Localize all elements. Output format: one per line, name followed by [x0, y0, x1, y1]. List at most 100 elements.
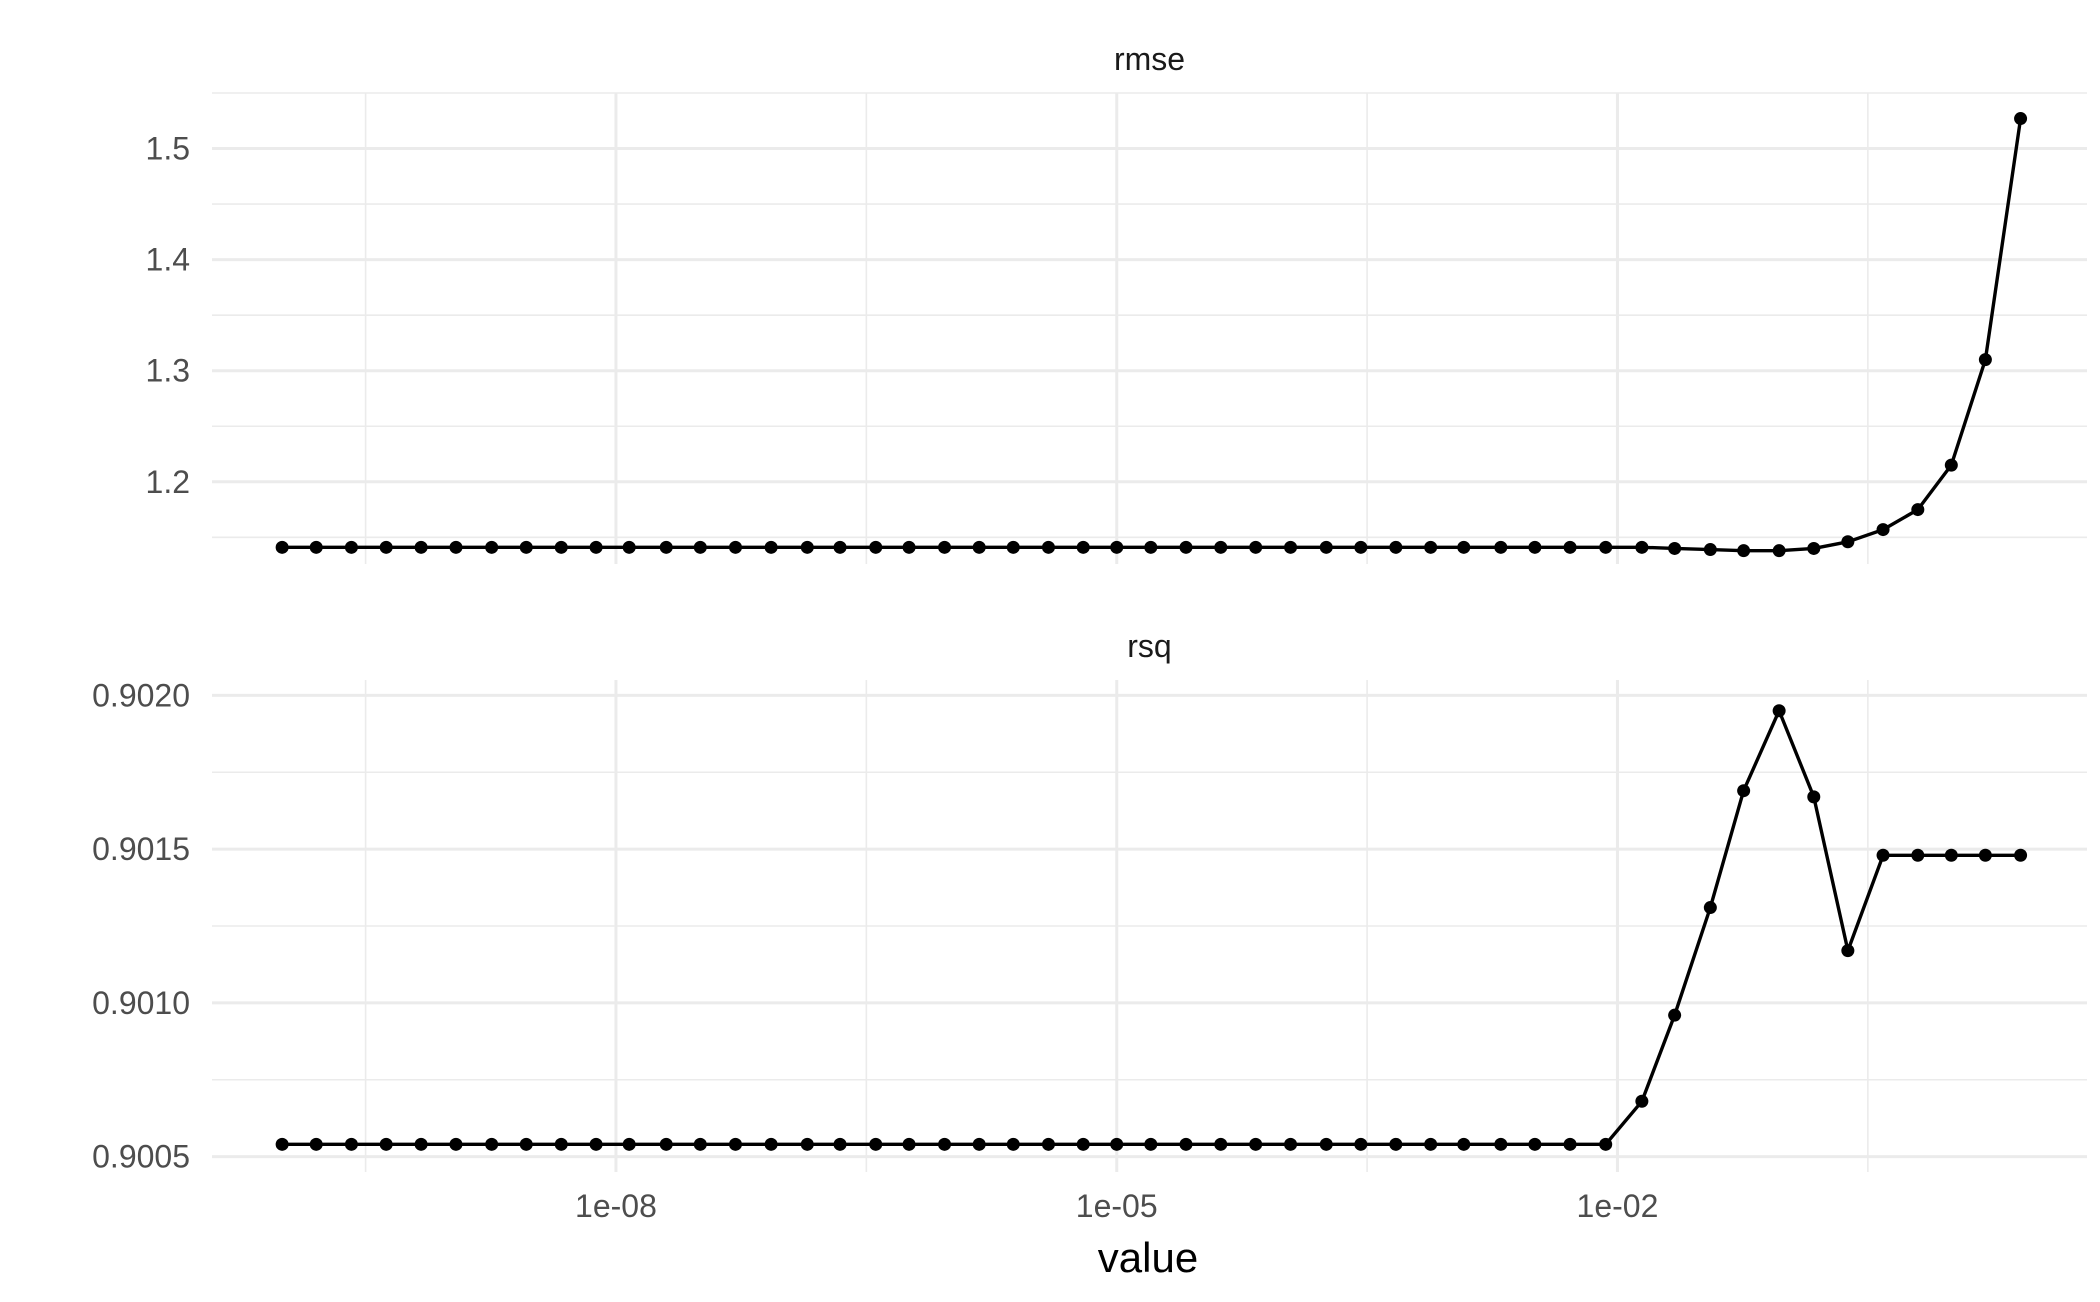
data-point: [1144, 540, 1158, 554]
data-point: [659, 1137, 673, 1151]
data-point: [938, 540, 952, 554]
data-point: [764, 540, 778, 554]
data-point: [1144, 1137, 1158, 1151]
y-tick-label: 0.9015: [92, 831, 190, 867]
data-point: [972, 1137, 986, 1151]
data-point: [1110, 1137, 1124, 1151]
data-point: [1703, 543, 1717, 557]
data-point: [693, 540, 707, 554]
data-point: [1911, 848, 1925, 862]
data-point: [1599, 540, 1613, 554]
data-point: [275, 540, 289, 554]
y-tick-label: 1.4: [146, 242, 190, 278]
data-point: [344, 1137, 358, 1151]
data-point: [1528, 540, 1542, 554]
y-tick-label: 0.9020: [92, 677, 190, 713]
data-point: [622, 540, 636, 554]
data-point: [1354, 1137, 1368, 1151]
data-point: [1737, 784, 1751, 798]
data-point: [728, 540, 742, 554]
data-point: [1284, 1137, 1298, 1151]
data-point: [589, 1137, 603, 1151]
x-axis-title: value: [1098, 1234, 1198, 1281]
data-point: [1494, 540, 1508, 554]
data-point: [1807, 790, 1821, 804]
data-point: [869, 1137, 883, 1151]
data-point: [379, 1137, 393, 1151]
x-tick-label: 1e-08: [575, 1188, 657, 1224]
data-point: [1214, 1137, 1228, 1151]
panel-title: rsq: [1127, 628, 1171, 664]
data-point: [554, 540, 568, 554]
data-point: [1457, 1137, 1471, 1151]
x-tick-label: 1e-05: [1076, 1188, 1158, 1224]
data-point: [1424, 1137, 1438, 1151]
data-point: [1249, 540, 1263, 554]
data-point: [869, 540, 883, 554]
data-point: [1876, 523, 1890, 537]
data-point: [1389, 540, 1403, 554]
data-point: [1006, 1137, 1020, 1151]
data-point: [833, 540, 847, 554]
data-point: [800, 1137, 814, 1151]
data-point: [1978, 848, 1992, 862]
data-point: [1179, 540, 1193, 554]
data-point: [1944, 848, 1958, 862]
data-point: [1876, 848, 1890, 862]
data-point: [309, 1137, 323, 1151]
data-point: [1978, 353, 1992, 367]
data-point: [1424, 540, 1438, 554]
data-point: [938, 1137, 952, 1151]
y-tick-label: 0.9005: [92, 1139, 190, 1175]
data-point: [1076, 540, 1090, 554]
data-point: [1737, 544, 1751, 558]
data-point: [1635, 1094, 1649, 1108]
y-tick-label: 0.9010: [92, 985, 190, 1021]
data-point: [1944, 458, 1958, 472]
data-point: [519, 540, 533, 554]
data-point: [1807, 541, 1821, 555]
data-point: [414, 1137, 428, 1151]
data-point: [414, 540, 428, 554]
data-point: [728, 1137, 742, 1151]
data-point: [1494, 1137, 1508, 1151]
data-point: [1249, 1137, 1263, 1151]
data-point: [1528, 1137, 1542, 1151]
data-point: [902, 1137, 916, 1151]
labels-layer: 1.2 1.3 1.4 1.5 rmse 0.9005 0.9010 0.9015 0.9020…: [92, 41, 1658, 1224]
series-layer: [275, 112, 2028, 1151]
series-rsq: [275, 704, 2028, 1151]
data-point: [344, 540, 358, 554]
series-line: [282, 118, 2023, 553]
data-point: [1841, 535, 1855, 549]
data-point: [1563, 540, 1577, 554]
data-point: [1457, 540, 1471, 554]
panel-rmse: [212, 92, 2087, 564]
data-point: [485, 1137, 499, 1151]
data-point: [1772, 704, 1786, 718]
data-point: [1110, 540, 1124, 554]
y-tick-label: 1.2: [146, 464, 190, 500]
data-point: [1284, 540, 1298, 554]
data-point: [1772, 544, 1786, 558]
data-point: [554, 1137, 568, 1151]
data-point: [589, 540, 603, 554]
data-point: [1354, 540, 1368, 554]
data-point: [2014, 112, 2028, 126]
data-point: [800, 540, 814, 554]
data-point: [1319, 540, 1333, 554]
x-tick-label: 1e-02: [1577, 1188, 1659, 1224]
data-point: [1319, 1137, 1333, 1151]
data-point: [1006, 540, 1020, 554]
data-point: [1841, 944, 1855, 958]
grid-layer: [212, 92, 2087, 1172]
data-point: [833, 1137, 847, 1151]
data-point: [1041, 540, 1055, 554]
data-point: [1389, 1137, 1403, 1151]
data-point: [622, 1137, 636, 1151]
data-point: [519, 1137, 533, 1151]
panel-rsq: [212, 680, 2087, 1172]
data-point: [1563, 1137, 1577, 1151]
